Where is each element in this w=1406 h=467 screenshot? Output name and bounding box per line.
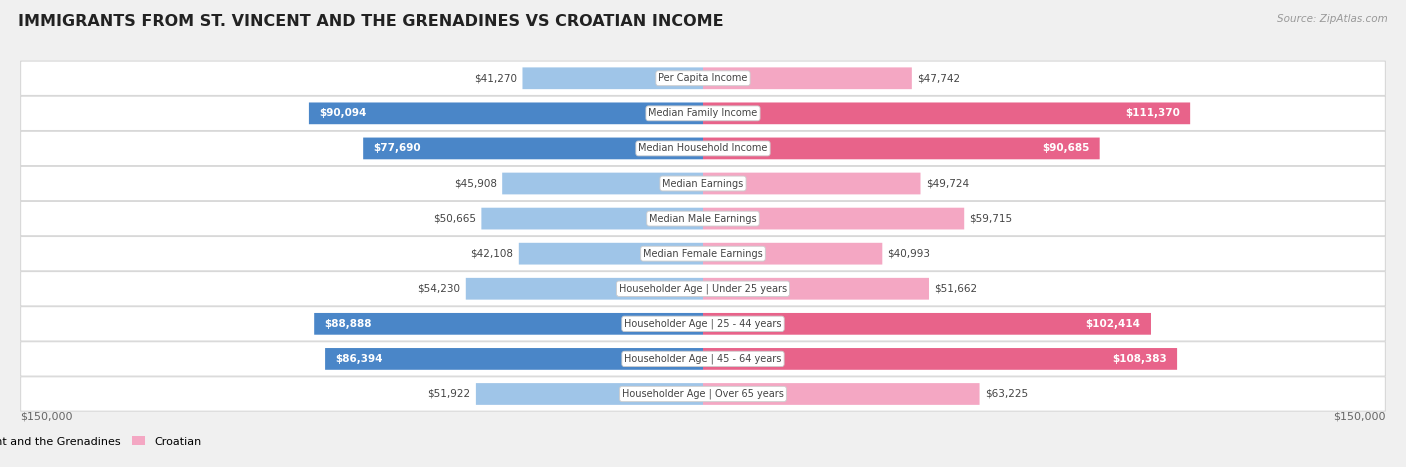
Text: Median Family Income: Median Family Income [648, 108, 758, 118]
FancyBboxPatch shape [21, 201, 1385, 236]
Text: $42,108: $42,108 [471, 248, 513, 259]
FancyBboxPatch shape [703, 173, 921, 194]
FancyBboxPatch shape [703, 278, 929, 300]
Text: Householder Age | Over 65 years: Householder Age | Over 65 years [621, 389, 785, 399]
Text: Householder Age | 45 - 64 years: Householder Age | 45 - 64 years [624, 354, 782, 364]
FancyBboxPatch shape [21, 96, 1385, 131]
Text: $47,742: $47,742 [917, 73, 960, 83]
Text: $41,270: $41,270 [474, 73, 517, 83]
FancyBboxPatch shape [703, 243, 883, 264]
Legend: Immigrants from St. Vincent and the Grenadines, Croatian: Immigrants from St. Vincent and the Gren… [0, 436, 201, 446]
FancyBboxPatch shape [703, 208, 965, 229]
Text: $90,685: $90,685 [1042, 143, 1090, 154]
Text: $150,000: $150,000 [21, 412, 73, 422]
Text: $50,665: $50,665 [433, 213, 477, 224]
FancyBboxPatch shape [703, 383, 980, 405]
Text: $90,094: $90,094 [319, 108, 367, 118]
Text: IMMIGRANTS FROM ST. VINCENT AND THE GRENADINES VS CROATIAN INCOME: IMMIGRANTS FROM ST. VINCENT AND THE GREN… [18, 14, 724, 29]
Text: $88,888: $88,888 [325, 319, 373, 329]
Text: $150,000: $150,000 [1333, 412, 1385, 422]
FancyBboxPatch shape [21, 236, 1385, 271]
FancyBboxPatch shape [703, 313, 1152, 335]
FancyBboxPatch shape [703, 348, 1177, 370]
FancyBboxPatch shape [523, 67, 703, 89]
FancyBboxPatch shape [502, 173, 703, 194]
Text: $51,922: $51,922 [427, 389, 471, 399]
Text: Per Capita Income: Per Capita Income [658, 73, 748, 83]
Text: $54,230: $54,230 [418, 284, 461, 294]
Text: Median Earnings: Median Earnings [662, 178, 744, 189]
Text: $40,993: $40,993 [887, 248, 931, 259]
FancyBboxPatch shape [21, 61, 1385, 95]
Text: Householder Age | Under 25 years: Householder Age | Under 25 years [619, 283, 787, 294]
FancyBboxPatch shape [21, 307, 1385, 341]
FancyBboxPatch shape [363, 138, 703, 159]
FancyBboxPatch shape [21, 377, 1385, 411]
FancyBboxPatch shape [703, 102, 1189, 124]
FancyBboxPatch shape [314, 313, 703, 335]
FancyBboxPatch shape [465, 278, 703, 300]
Text: $111,370: $111,370 [1125, 108, 1180, 118]
Text: $45,908: $45,908 [454, 178, 496, 189]
FancyBboxPatch shape [703, 67, 912, 89]
FancyBboxPatch shape [21, 272, 1385, 306]
Text: Source: ZipAtlas.com: Source: ZipAtlas.com [1277, 14, 1388, 24]
Text: $63,225: $63,225 [984, 389, 1028, 399]
Text: Median Female Earnings: Median Female Earnings [643, 248, 763, 259]
FancyBboxPatch shape [21, 166, 1385, 201]
Text: $102,414: $102,414 [1085, 319, 1140, 329]
Text: Median Male Earnings: Median Male Earnings [650, 213, 756, 224]
Text: $86,394: $86,394 [336, 354, 382, 364]
FancyBboxPatch shape [21, 342, 1385, 376]
Text: $49,724: $49,724 [925, 178, 969, 189]
Text: $59,715: $59,715 [970, 213, 1012, 224]
FancyBboxPatch shape [519, 243, 703, 264]
FancyBboxPatch shape [325, 348, 703, 370]
Text: $51,662: $51,662 [934, 284, 977, 294]
FancyBboxPatch shape [481, 208, 703, 229]
FancyBboxPatch shape [21, 131, 1385, 166]
Text: $108,383: $108,383 [1112, 354, 1167, 364]
FancyBboxPatch shape [309, 102, 703, 124]
Text: $77,690: $77,690 [374, 143, 422, 154]
Text: Median Household Income: Median Household Income [638, 143, 768, 154]
FancyBboxPatch shape [703, 138, 1099, 159]
Text: Householder Age | 25 - 44 years: Householder Age | 25 - 44 years [624, 318, 782, 329]
FancyBboxPatch shape [475, 383, 703, 405]
